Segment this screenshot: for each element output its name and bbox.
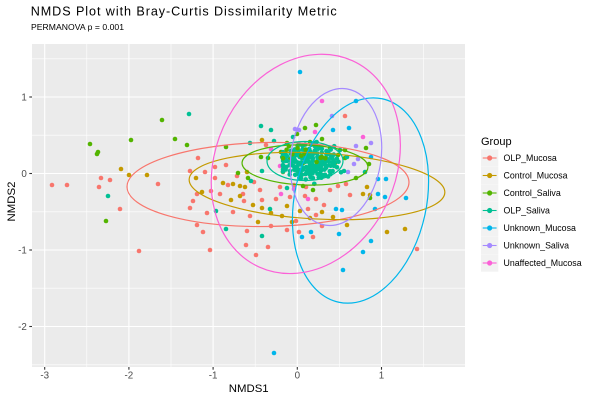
svg-text:-2: -2 [125, 370, 134, 381]
svg-text:-1: -1 [18, 245, 27, 256]
svg-text:PERMANOVA p = 0.001: PERMANOVA p = 0.001 [31, 22, 124, 32]
svg-text:-1: -1 [209, 370, 218, 381]
svg-text:1: 1 [379, 370, 384, 381]
svg-text:0: 0 [295, 370, 301, 381]
svg-text:-2: -2 [18, 322, 27, 333]
svg-text:-3: -3 [40, 370, 49, 381]
svg-text:OLP_Mucosa: OLP_Mucosa [504, 153, 557, 163]
svg-text:1: 1 [21, 92, 26, 103]
svg-text:OLP_Saliva: OLP_Saliva [504, 206, 551, 216]
svg-text:NMDS2: NMDS2 [6, 182, 18, 222]
svg-text:Control_Mucosa: Control_Mucosa [504, 171, 568, 181]
svg-text:Unknown_Saliva: Unknown_Saliva [504, 241, 570, 251]
svg-text:NMDS1: NMDS1 [229, 383, 269, 395]
svg-text:0: 0 [21, 169, 27, 180]
svg-text:Control_Saliva: Control_Saliva [504, 188, 561, 198]
svg-text:Group: Group [481, 136, 512, 148]
svg-text:Unaffected_Mucosa: Unaffected_Mucosa [504, 258, 582, 268]
svg-text:NMDS Plot with Bray-Curtis Dis: NMDS Plot with Bray-Curtis Dissimilarity… [31, 4, 337, 18]
svg-text:Unknown_Mucosa: Unknown_Mucosa [504, 223, 576, 233]
